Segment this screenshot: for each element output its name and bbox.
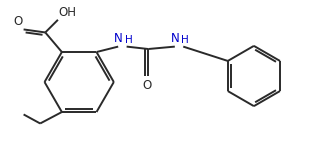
Text: OH: OH [59, 6, 77, 19]
Text: O: O [13, 15, 22, 28]
Text: N: N [114, 32, 122, 45]
Text: O: O [142, 79, 152, 92]
Text: N: N [170, 32, 179, 45]
Text: H: H [125, 35, 132, 45]
Text: H: H [181, 35, 189, 45]
